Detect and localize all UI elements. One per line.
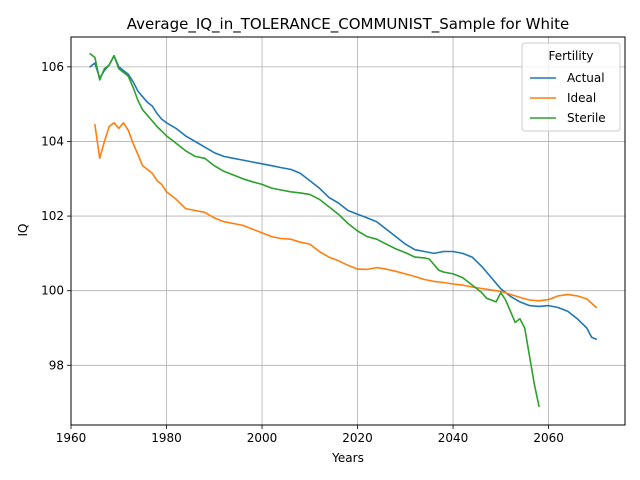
x-axis-label: Years <box>331 451 364 465</box>
series-line-ideal <box>94 122 598 309</box>
y-tick-label: 106 <box>41 60 64 74</box>
x-tick-label: 2060 <box>533 431 564 445</box>
legend-box <box>521 42 621 132</box>
x-tick-label: 1980 <box>151 431 182 445</box>
y-tick-label: 100 <box>41 284 64 298</box>
legend-label-ideal: Ideal <box>567 91 596 105</box>
chart-title: Average_IQ_in_TOLERANCE_COMMUNIST_Sample… <box>127 15 570 34</box>
series-line-actual <box>89 54 598 341</box>
y-tick-label: 104 <box>41 134 64 148</box>
y-tick-label: 102 <box>41 209 64 223</box>
x-tick-label: 2040 <box>438 431 469 445</box>
plot-area-frame <box>70 36 626 426</box>
series-line-sterile <box>89 52 540 408</box>
x-tick-label: 2000 <box>247 431 278 445</box>
x-tick-label: 2020 <box>342 431 373 445</box>
legend-label-actual: Actual <box>567 71 605 85</box>
legend-label-sterile: Sterile <box>567 111 606 125</box>
y-axis-label: IQ <box>16 224 30 237</box>
axis-ticks: 1960 1980 2000 2020 2040 2060 98 100 102 104 106 <box>41 60 564 445</box>
x-tick-label: 1960 <box>56 431 87 445</box>
y-tick-label: 98 <box>49 358 64 372</box>
series-lines <box>89 52 598 408</box>
legend-title: Fertility <box>548 49 593 63</box>
legend: Fertility Actual Ideal Sterile <box>521 42 621 132</box>
